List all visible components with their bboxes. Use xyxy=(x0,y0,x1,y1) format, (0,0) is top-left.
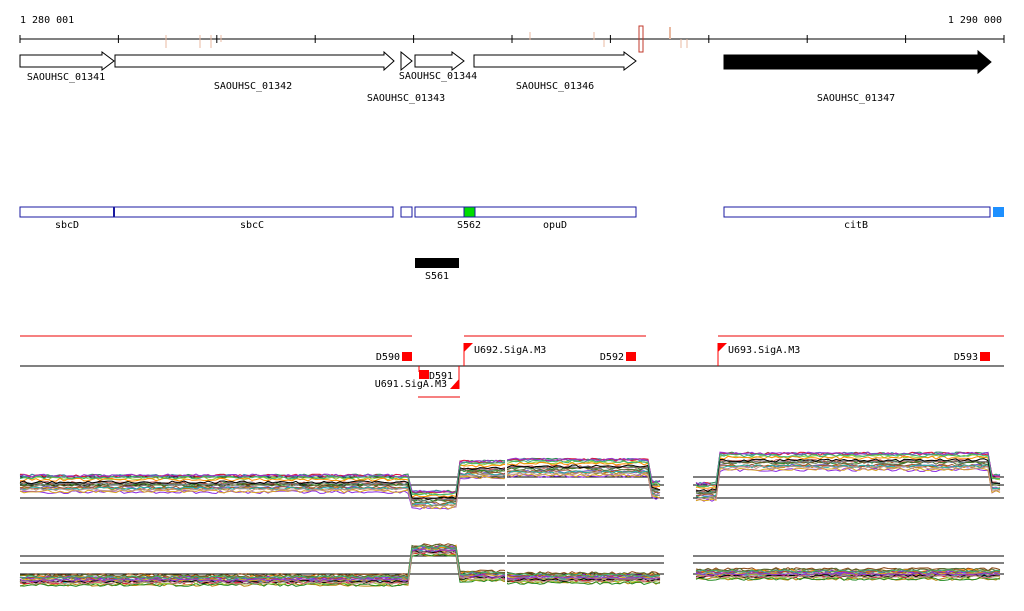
operon-citB[interactable]: citB xyxy=(723,206,991,231)
svg-text:D590: D590 xyxy=(376,352,400,363)
svg-text:opuD: opuD xyxy=(543,220,567,231)
site-U691[interactable]: U691.SigA.M3 xyxy=(375,366,460,390)
site-U692[interactable]: U692.SigA.M3 xyxy=(463,343,546,366)
expression-panel-lower xyxy=(19,543,1004,587)
ruler-marks xyxy=(165,32,688,48)
gene-label: SAOUHSC_01346 xyxy=(516,81,594,92)
operon-opuD[interactable]: opuD xyxy=(414,206,637,231)
svg-text:D592: D592 xyxy=(600,352,624,363)
operon-sbcC[interactable]: sbcC xyxy=(113,206,394,231)
segment-track: D590 D591 U691.SigA.M3 U692.SigA.M3 D592… xyxy=(20,335,1004,398)
expression-traces-lower xyxy=(19,543,1001,587)
gene-label: SAOUHSC_01344 xyxy=(399,71,477,82)
expression-traces-upper xyxy=(19,451,1001,510)
gene-SAOUHSC_01342[interactable]: SAOUHSC_01342 xyxy=(114,50,395,92)
operon-small[interactable] xyxy=(400,206,413,218)
gene-label: SAOUHSC_01342 xyxy=(214,81,292,92)
svg-text:S562: S562 xyxy=(457,220,481,231)
site-D593[interactable]: D593 xyxy=(954,352,990,363)
coordinate-ruler: 1 280 001 1 290 000 xyxy=(19,15,1005,53)
svg-text:U692.SigA.M3: U692.SigA.M3 xyxy=(474,345,546,356)
svg-text:D591: D591 xyxy=(429,371,453,382)
site-U693[interactable]: U693.SigA.M3 xyxy=(717,343,800,366)
svg-text:D593: D593 xyxy=(954,352,978,363)
gene-label: SAOUHSC_01341 xyxy=(27,72,105,83)
gene-SAOUHSC_01341[interactable]: SAOUHSC_01341 xyxy=(19,51,115,83)
operon-blue-marker[interactable] xyxy=(993,207,1004,217)
ruler-highlight xyxy=(638,25,644,53)
svg-text:U693.SigA.M3: U693.SigA.M3 xyxy=(728,345,800,356)
operon-track: sbcD sbcC opuD S562 citB xyxy=(19,206,1004,231)
expression-panel-upper xyxy=(19,451,1004,510)
svg-text:sbcC: sbcC xyxy=(240,220,264,231)
ruler-start-label: 1 280 001 xyxy=(20,15,74,26)
svg-text:sbcD: sbcD xyxy=(55,220,79,231)
gene-track: SAOUHSC_01341 SAOUHSC_01342 SAOUHSC_0134… xyxy=(19,49,992,104)
srna-S561[interactable]: S561 xyxy=(415,258,459,282)
ruler-end-label: 1 290 000 xyxy=(948,15,1002,26)
svg-text:S561: S561 xyxy=(425,271,449,282)
site-D590[interactable]: D590 xyxy=(376,352,412,363)
gene-SAOUHSC_01344[interactable]: SAOUHSC_01344 xyxy=(399,51,477,82)
site-D591[interactable]: D591 xyxy=(418,366,453,382)
gene-label: SAOUHSC_01343 xyxy=(367,93,445,104)
gene-SAOUHSC_01347[interactable]: SAOUHSC_01347 xyxy=(723,49,992,104)
gene-SAOUHSC_01346[interactable]: SAOUHSC_01346 xyxy=(473,51,637,92)
gene-label: SAOUHSC_01347 xyxy=(817,93,895,104)
ruler-ticks xyxy=(19,35,1005,43)
operon-S562[interactable]: S562 xyxy=(457,206,481,231)
operon-sbcD[interactable]: sbcD xyxy=(19,206,115,231)
site-D592[interactable]: D592 xyxy=(600,352,636,363)
svg-text:citB: citB xyxy=(844,220,868,231)
gene-SAOUHSC_01343[interactable]: SAOUHSC_01343 xyxy=(367,50,445,104)
ruler-mark-small xyxy=(669,27,671,39)
svg-text:U691.SigA.M3: U691.SigA.M3 xyxy=(375,379,447,390)
